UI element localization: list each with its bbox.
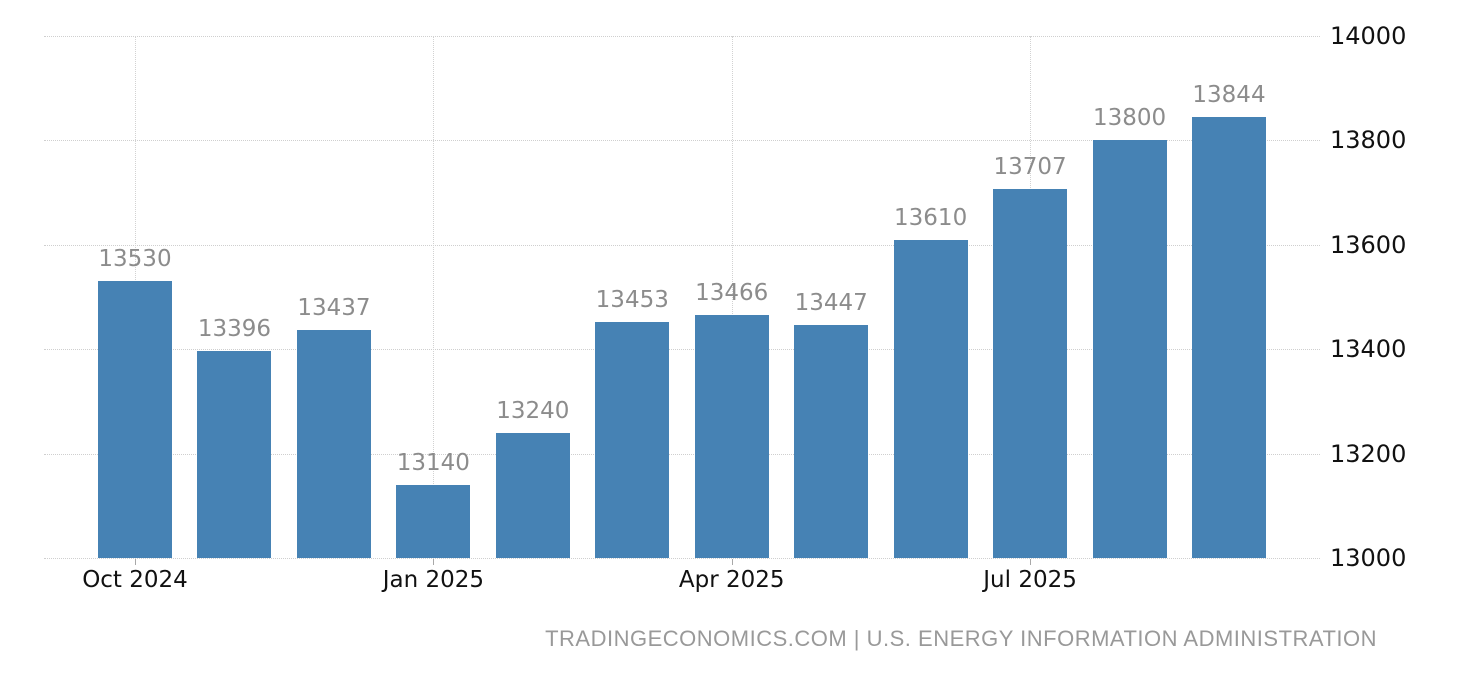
bar-value-label: 13466 <box>695 279 769 306</box>
attribution-footer: TRADINGECONOMICS.COM | U.S. ENERGY INFOR… <box>545 626 1377 652</box>
bar-aug-2025 <box>1092 140 1167 558</box>
h-gridline-13200 <box>44 453 1320 455</box>
bar-oct-2024 <box>98 281 172 558</box>
bar-apr-2025 <box>694 314 769 558</box>
bar-value-label: 13800 <box>1092 105 1167 132</box>
bar-mar-2025 <box>595 321 670 558</box>
bar-nov-2024 <box>197 351 272 558</box>
v-gridline-jan-2025 <box>433 36 435 558</box>
bar-value-label: 13530 <box>98 246 172 273</box>
x-tick-mark <box>1030 559 1032 565</box>
bar-sep-2025 <box>1192 117 1266 558</box>
h-gridline-13000 <box>44 558 1320 559</box>
x-tick-mark <box>135 559 136 565</box>
bar-value-label: 13140 <box>396 449 470 476</box>
plot-area: 13530 13396 13437 13140 13240 13453 13466 13447… <box>44 36 1320 559</box>
h-gridline-14000 <box>44 36 1320 37</box>
y-axis-label-13000: 13000 <box>1330 544 1407 572</box>
x-axis-label-jul-2025: Jul 2025 <box>983 567 1077 593</box>
v-gridline-apr-2025 <box>731 36 733 558</box>
bar-value-label: 13844 <box>1192 82 1266 109</box>
y-axis-label-13600: 13600 <box>1330 230 1407 259</box>
x-axis-label-apr-2025: Apr 2025 <box>678 567 785 593</box>
h-gridline-13600 <box>44 244 1320 246</box>
bar-jul-2025 <box>993 188 1068 558</box>
bar-jun-2025 <box>893 239 968 558</box>
bar-value-label: 13453 <box>595 286 669 313</box>
y-axis-label-13200: 13200 <box>1330 439 1407 468</box>
x-axis-label-jan-2025: Jan 2025 <box>382 567 485 593</box>
bar-feb-2025 <box>495 432 570 558</box>
h-gridline-13800 <box>44 140 1320 142</box>
bar-value-label: 13707 <box>993 153 1067 180</box>
x-tick-mark <box>433 559 435 565</box>
bar-may-2025 <box>794 324 869 558</box>
bar-value-label: 13447 <box>794 289 868 316</box>
h-gridline-13400 <box>44 349 1320 351</box>
y-axis-label-14000: 14000 <box>1330 22 1407 50</box>
bar-value-label: 13396 <box>197 316 272 343</box>
y-axis-label-13800: 13800 <box>1330 126 1407 155</box>
attribution-text: TRADINGECONOMICS.COM | U.S. ENERGY INFOR… <box>545 626 1377 651</box>
x-tick-mark <box>731 559 733 565</box>
x-axis-label-oct-2024: Oct 2024 <box>82 567 188 593</box>
bar-jan-2025 <box>396 484 471 558</box>
bar-value-label: 13240 <box>496 397 570 424</box>
bar-value-label: 13610 <box>894 204 968 231</box>
y-axis-label-13400: 13400 <box>1330 335 1407 364</box>
bar-value-label: 13437 <box>297 294 371 321</box>
bar-dec-2024 <box>296 329 371 558</box>
